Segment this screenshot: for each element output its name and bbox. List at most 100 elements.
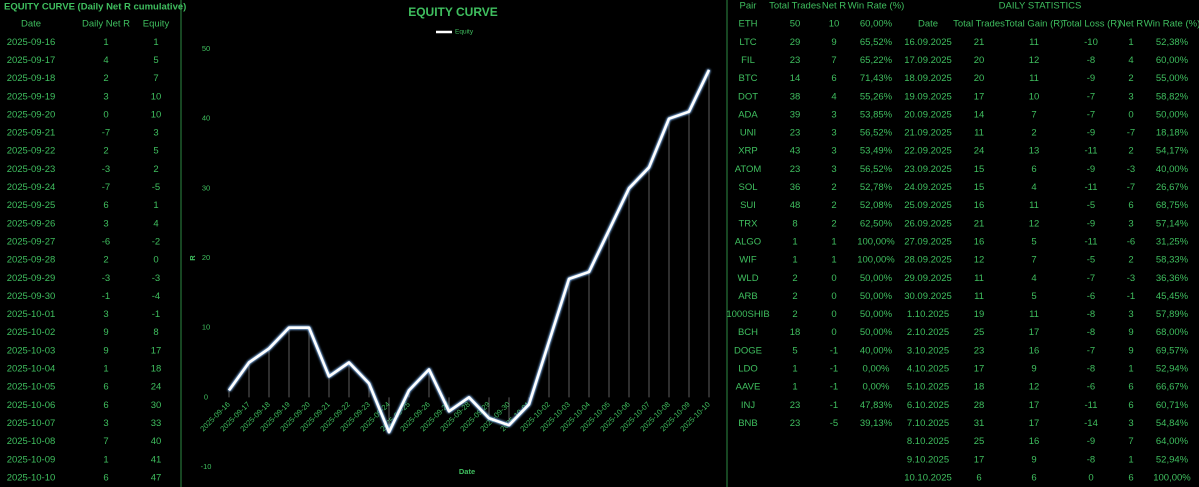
table-cell: 7 — [1031, 255, 1036, 266]
table-cell: 23 — [974, 345, 985, 356]
table-cell: 19.09.2025 — [904, 91, 952, 102]
table-cell: 2025-09-26 — [7, 218, 56, 229]
table-cell: -5 — [1087, 255, 1095, 266]
table-cell: 20.09.2025 — [904, 109, 952, 120]
table-cell: 2025-10-08 — [7, 436, 56, 447]
table-cell: -1 — [102, 291, 110, 302]
table-cell: -3 — [102, 273, 110, 284]
table-cell: 1 — [792, 236, 797, 247]
table-cell: 9 — [1031, 364, 1036, 375]
table-cell: 1 — [103, 454, 108, 465]
table-cell: TRX — [739, 218, 759, 229]
table-cell: 17.09.2025 — [904, 55, 952, 66]
table-cell: -14 — [1084, 418, 1098, 429]
table-cell: 2 — [1128, 255, 1133, 266]
table-cell: -9 — [1087, 164, 1095, 175]
table-cell: 2 — [792, 291, 797, 302]
table-cell: 14 — [974, 109, 985, 120]
table-cell: 57,14% — [1156, 218, 1189, 229]
table-cell: 2025-10-07 — [7, 418, 56, 429]
table-cell: 6 — [1128, 382, 1133, 393]
table-cell: 12 — [974, 255, 985, 266]
table-cell: 9.10.2025 — [907, 454, 949, 465]
table-cell: 47,83% — [860, 400, 893, 411]
table-cell: 11 — [974, 291, 984, 302]
table-cell: -7 — [1127, 128, 1135, 139]
table-cell: 6 — [976, 472, 981, 483]
table-cell: 5 — [1031, 291, 1036, 302]
table-cell: 2 — [831, 182, 836, 193]
table-cell: LDO — [738, 364, 758, 375]
table-cell: 21 — [974, 218, 985, 229]
table-cell: 14 — [790, 73, 801, 84]
table-cell: 52,78% — [860, 182, 893, 193]
table-cell: 23 — [790, 164, 801, 175]
table-cell: -4 — [152, 291, 160, 302]
table-cell: 50 — [790, 19, 801, 30]
table-cell: 2 — [103, 146, 108, 157]
table-cell: 1 — [792, 255, 797, 266]
column-header: Total Gain (R) — [1005, 19, 1064, 30]
table-cell: 52,08% — [860, 200, 893, 211]
table-cell: 1 — [153, 37, 158, 48]
column-header: Win Rate (%) — [1144, 19, 1199, 30]
table-cell: 3 — [831, 128, 836, 139]
table-cell: FIL — [741, 55, 755, 66]
table-cell: 2 — [1128, 146, 1133, 157]
table-cell: 28.09.2025 — [904, 255, 952, 266]
table-cell: ETH — [739, 19, 758, 30]
table-cell: 4 — [1031, 182, 1036, 193]
table-cell: 2025-09-30 — [7, 291, 56, 302]
table-cell: 1 — [792, 382, 797, 393]
table-cell: 18 — [974, 382, 985, 393]
table-cell: -6 — [1087, 291, 1095, 302]
table-cell: 28 — [974, 400, 985, 411]
y-axis-label: R — [188, 255, 197, 261]
table-cell: -8 — [1087, 55, 1095, 66]
table-cell: WLD — [737, 273, 758, 284]
table-cell: 2 — [792, 309, 797, 320]
table-cell: 17 — [974, 364, 985, 375]
table-cell: BNB — [738, 418, 758, 429]
table-cell: 3 — [153, 128, 158, 139]
table-cell: -3 — [1127, 164, 1135, 175]
table-cell: 0 — [831, 327, 836, 338]
table-cell: 8.10.2025 — [907, 436, 949, 447]
table-cell: 2025-09-24 — [7, 182, 56, 193]
table-cell: 0 — [1088, 472, 1093, 483]
table-cell: 25 — [974, 436, 985, 447]
table-cell: 100,00% — [1153, 472, 1191, 483]
table-cell: 6 — [103, 400, 108, 411]
table-cell: -1 — [830, 364, 838, 375]
table-cell: LTC — [739, 37, 756, 48]
table-cell: -1 — [1127, 291, 1135, 302]
table-cell: 6 — [1128, 472, 1133, 483]
table-cell: 60,00% — [1156, 55, 1189, 66]
table-cell: 7 — [103, 436, 108, 447]
table-cell: 36 — [790, 182, 801, 193]
table-cell: 17 — [151, 345, 162, 356]
table-cell: 21 — [974, 37, 985, 48]
table-cell: 2025-09-28 — [7, 255, 56, 266]
column-header: Net R — [1119, 19, 1143, 30]
table-cell: 2025-09-18 — [7, 73, 56, 84]
table-cell: -7 — [1087, 345, 1095, 356]
table-cell: 50,00% — [860, 273, 893, 284]
table-cell: -6 — [102, 236, 110, 247]
table-cell: 39,13% — [860, 418, 893, 429]
table-cell: 6 — [1128, 400, 1133, 411]
table-cell: -7 — [102, 182, 110, 193]
table-cell: UNI — [740, 128, 756, 139]
table-cell: 54,84% — [1156, 418, 1189, 429]
table-cell: 31,25% — [1156, 236, 1189, 247]
table-cell: -5 — [830, 418, 838, 429]
table-cell: 4 — [1128, 55, 1133, 66]
chart-title: EQUITY CURVE — [408, 5, 498, 19]
table-cell: -11 — [1084, 182, 1097, 193]
y-tick-label: 40 — [202, 114, 210, 123]
table-cell: 23 — [790, 55, 801, 66]
table-cell: 2025-09-22 — [7, 146, 56, 157]
table-cell: 25.09.2025 — [904, 200, 952, 211]
